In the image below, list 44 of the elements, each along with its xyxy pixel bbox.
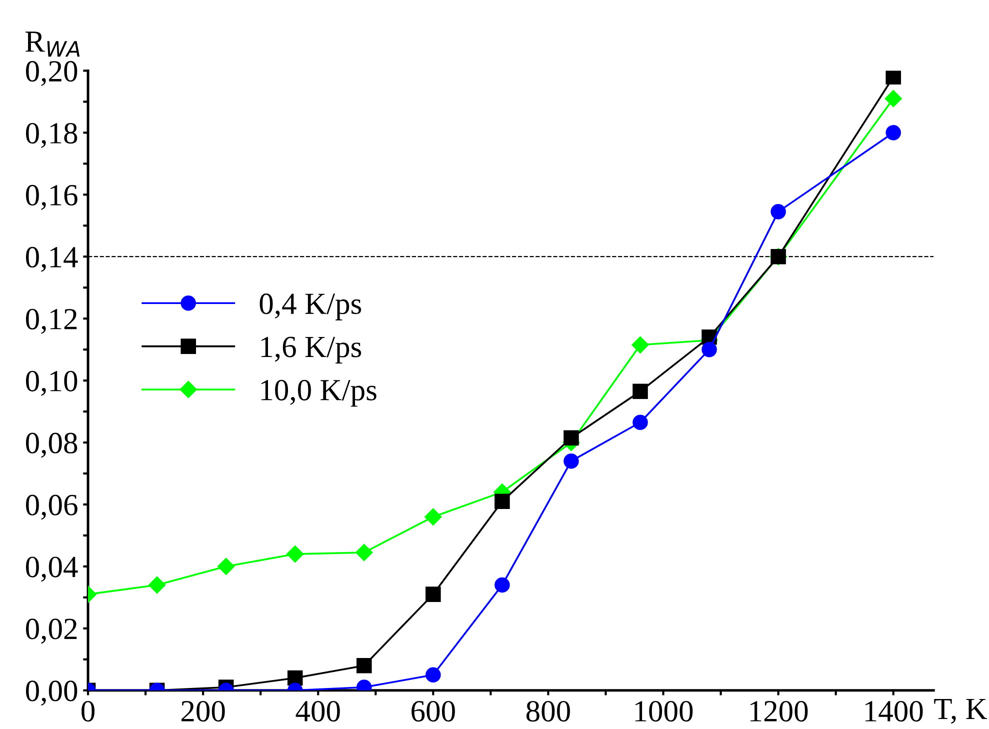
point <box>218 558 235 575</box>
point <box>494 577 510 593</box>
x-tick-label: 1000 <box>635 700 693 722</box>
point <box>426 667 441 683</box>
point <box>426 586 441 602</box>
y-tick-label: 0,06 <box>26 494 78 520</box>
y-tick-label: 0,10 <box>26 370 78 396</box>
legend-label: 1,6 K/ps <box>261 336 362 364</box>
y-tick-label: 0,00 <box>26 680 78 706</box>
point <box>424 508 442 526</box>
y-tick-label: 0,20 <box>26 60 78 86</box>
y-tick-label: 0,16 <box>26 184 78 210</box>
point <box>632 414 648 430</box>
point <box>356 544 373 562</box>
x-tick-label: 1400 <box>865 700 923 722</box>
point <box>286 545 304 563</box>
y-tick-label: 0,14 <box>26 246 78 272</box>
point <box>148 576 166 594</box>
legend-label: 0,4 K/ps <box>260 294 362 320</box>
y-axis-title: R$_{WA}$ <box>25 32 80 57</box>
point <box>770 204 786 220</box>
x-axis-title: T, K <box>934 698 988 724</box>
point <box>564 430 579 446</box>
y-tick-label: 0,12 <box>26 308 77 334</box>
y-tick-label: 0,18 <box>26 122 78 148</box>
point <box>494 494 510 510</box>
point <box>884 90 902 108</box>
point <box>356 658 372 674</box>
y-tick-label: 0,04 <box>26 556 78 582</box>
x-tick-label: 800 <box>526 700 570 722</box>
point <box>564 453 579 469</box>
point <box>632 336 649 354</box>
point <box>702 342 717 358</box>
y-tick-label: 0,02 <box>26 618 77 644</box>
point <box>632 384 648 400</box>
x-tick-label: 1200 <box>750 700 808 722</box>
point <box>886 70 901 85</box>
x-tick-label: 600 <box>412 700 455 722</box>
x-tick-label: 200 <box>181 700 225 722</box>
legend-label: 10,0 K/ps <box>261 380 376 407</box>
x-tick-label: 400 <box>296 700 340 722</box>
x-tick-label: 0 <box>82 700 94 722</box>
y-tick-label: 0,08 <box>26 432 78 458</box>
point <box>886 125 901 140</box>
